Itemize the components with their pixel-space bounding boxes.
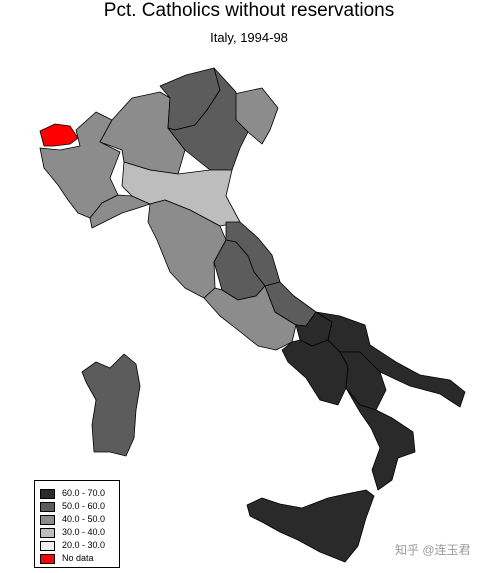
legend-label: 40.0 - 50.0 <box>62 514 106 524</box>
legend-swatch <box>40 528 55 538</box>
legend-swatch <box>40 489 55 499</box>
map-subtitle: Italy, 1994-98 <box>210 30 288 45</box>
legend-swatch <box>40 554 55 564</box>
region-sardegna <box>81 353 141 457</box>
map-title: Pct. Catholics without reservations <box>103 0 395 21</box>
region-sicilia <box>246 489 375 563</box>
region-valle-d-aosta <box>39 123 79 147</box>
legend-swatch <box>40 502 55 512</box>
region-puglia <box>315 311 466 408</box>
legend-swatch <box>40 515 55 525</box>
watermark: 知乎 @连玉君 <box>395 543 471 557</box>
region-veneto <box>167 67 249 171</box>
region-calabria <box>345 387 416 491</box>
legend-label: 50.0 - 60.0 <box>62 501 106 511</box>
legend-label: No data <box>62 553 94 563</box>
region-lombardia <box>99 91 186 175</box>
legend-label: 60.0 - 70.0 <box>62 488 106 498</box>
legend-label: 30.0 - 40.0 <box>62 527 106 537</box>
region-piemonte <box>39 111 121 219</box>
region-liguria <box>89 194 151 229</box>
map-legend: 60.0 - 70.0 50.0 - 60.0 40.0 - 50.0 30.0… <box>34 480 120 568</box>
legend-label: 20.0 - 30.0 <box>62 540 106 550</box>
legend-swatch <box>40 541 55 551</box>
